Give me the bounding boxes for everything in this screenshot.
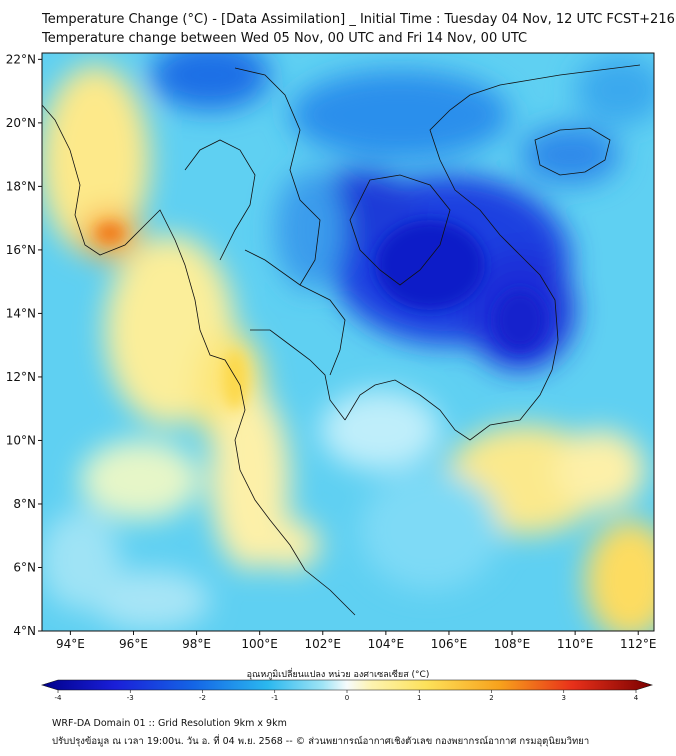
- lon-label-0: 94°E: [56, 637, 85, 651]
- lat-label-4: 14°N: [6, 306, 36, 320]
- colorbar-tick-label-7: 3: [562, 694, 566, 702]
- colorbar: -4 -3 -2 -1 0 1 2 3 4: [40, 679, 654, 702]
- map-title: Temperature Change (°C) - [Data Assimila…: [42, 12, 675, 27]
- lat-label-7: 8°N: [13, 497, 36, 511]
- colorbar-tick-label-3: -1: [271, 694, 278, 702]
- coastlines: [42, 64, 641, 616]
- footer-model-info: WRF-DA Domain 01 :: Grid Resolution 9km …: [52, 718, 287, 729]
- longitude-axis: 94°E 96°E 98°E 100°E 102°E 104°E 106°E 108°E 110…: [56, 631, 657, 651]
- plot-frame: [41, 52, 655, 632]
- lon-label-2: 98°E: [182, 637, 211, 651]
- lat-label-2: 18°N: [6, 179, 36, 193]
- lat-label-3: 16°N: [6, 243, 36, 257]
- lon-label-6: 106°E: [431, 637, 468, 651]
- colorbar-tick-label-0: -4: [55, 694, 63, 702]
- colorbar-tick-label-1: -3: [127, 694, 134, 702]
- lon-label-9: 112°E: [620, 637, 657, 651]
- lon-label-1: 96°E: [119, 637, 148, 651]
- colorbar-tick-label-2: -2: [199, 694, 206, 702]
- lat-label-9: 4°N: [13, 624, 36, 638]
- colorbar-ramp: [40, 679, 654, 691]
- lat-label-1: 20°N: [6, 116, 36, 130]
- lon-label-5: 104°E: [368, 637, 405, 651]
- latitude-axis: 22°N 20°N 18°N 16°N 14°N 12°N 10°N 8°N 6°N 4°N: [6, 52, 42, 638]
- lat-label-8: 6°N: [13, 560, 36, 574]
- colorbar-label: อุณหภูมิเปลี่ยนแปลง หน่วย องศาเซลเซียส (…: [246, 670, 430, 680]
- map-subtitle: Temperature change between Wed 05 Nov, 0…: [42, 31, 528, 46]
- colorbar-tick-label-4: 0: [345, 694, 349, 702]
- lat-label-6: 10°N: [6, 433, 36, 447]
- colorbar-tick-label-6: 2: [489, 694, 493, 702]
- lon-label-3: 100°E: [241, 637, 278, 651]
- lat-label-0: 22°N: [6, 52, 36, 66]
- lon-label-4: 102°E: [305, 637, 342, 651]
- lon-label-8: 110°E: [557, 637, 594, 651]
- footer-credit: ปรับปรุงข้อมูล ณ เวลา 19:00น. วัน อ. ที่…: [52, 736, 590, 747]
- colorbar-tick-label-8: 4: [634, 694, 639, 702]
- lat-label-5: 12°N: [6, 370, 36, 384]
- colorbar-tick-label-5: 1: [417, 694, 421, 702]
- temperature-field: [42, 53, 654, 631]
- lon-label-7: 108°E: [494, 637, 531, 651]
